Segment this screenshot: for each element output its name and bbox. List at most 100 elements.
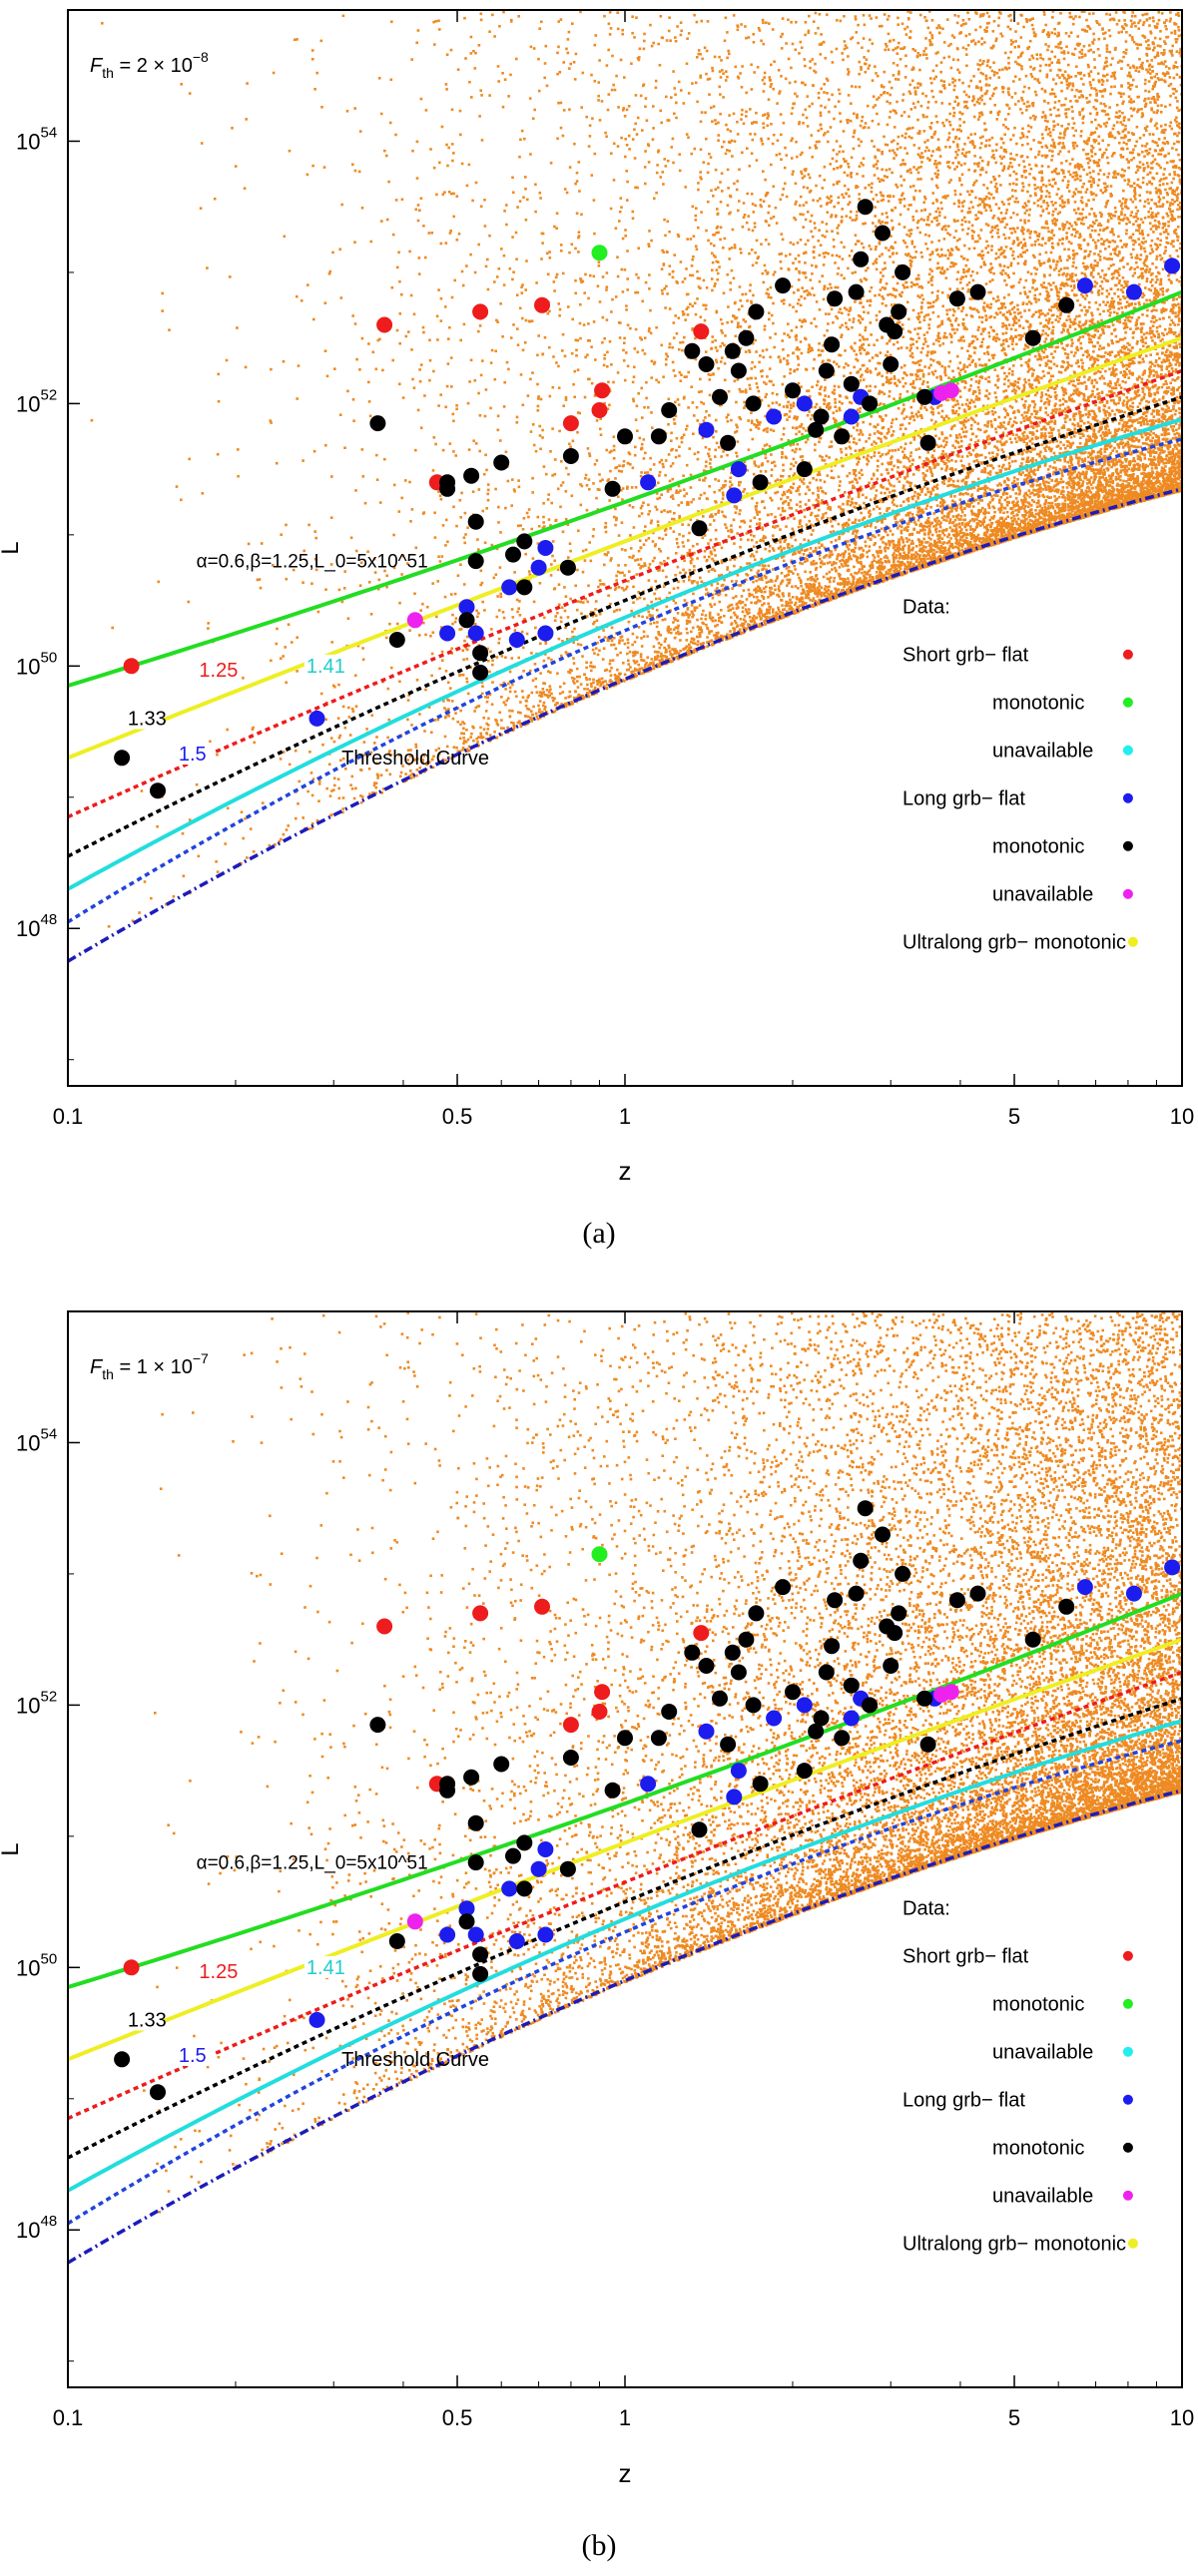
sim-point <box>684 277 687 280</box>
sim-point <box>593 320 596 323</box>
sim-point <box>396 266 399 269</box>
sim-point <box>1027 270 1030 273</box>
sim-point <box>886 169 889 172</box>
sim-point <box>860 66 863 69</box>
sim-point <box>956 59 959 62</box>
sim-point <box>1098 479 1101 482</box>
sim-point <box>647 513 650 516</box>
sim-point <box>1080 213 1083 216</box>
sim-point <box>1095 220 1098 223</box>
sim-point <box>618 639 621 642</box>
sim-point <box>921 383 924 386</box>
sim-point <box>435 616 438 619</box>
sim-point <box>909 256 912 258</box>
sim-point <box>1114 428 1117 431</box>
sim-point <box>472 490 475 493</box>
sim-point <box>993 74 996 77</box>
sim-point <box>176 485 179 488</box>
sim-point <box>1064 421 1067 424</box>
sim-point <box>959 361 962 364</box>
sim-point <box>1072 380 1075 383</box>
sim-point <box>624 156 627 159</box>
sim-point <box>590 345 593 348</box>
sim-point <box>634 291 637 294</box>
sim-point <box>1130 159 1133 162</box>
sim-point <box>1008 107 1011 110</box>
sim-point <box>780 36 783 39</box>
sim-point <box>569 542 572 545</box>
sim-point <box>948 252 951 255</box>
sim-point <box>101 22 104 25</box>
sim-point <box>463 640 466 643</box>
sim-point <box>726 568 729 571</box>
sim-point <box>888 249 891 252</box>
sim-point <box>1108 136 1111 139</box>
sim-point <box>900 185 903 188</box>
sim-point <box>1042 370 1045 373</box>
sim-point <box>816 384 819 387</box>
sim-point <box>1054 318 1057 321</box>
sim-point <box>1012 348 1015 351</box>
sim-point <box>934 173 937 176</box>
sim-point <box>810 231 813 234</box>
sim-point <box>917 447 920 450</box>
sim-point <box>1155 275 1158 278</box>
sim-point <box>626 144 629 147</box>
sim-point <box>873 508 876 511</box>
sim-point <box>946 268 949 271</box>
sim-point <box>1008 465 1011 468</box>
sim-point <box>1137 421 1140 424</box>
sim-point <box>449 230 452 233</box>
sim-point <box>857 42 860 45</box>
sim-point <box>397 252 400 255</box>
sim-point <box>693 565 696 568</box>
sim-point <box>180 499 183 502</box>
sim-point <box>791 545 794 548</box>
sim-point <box>912 185 915 188</box>
sim-point <box>803 478 806 481</box>
sim-point <box>995 431 998 434</box>
sim-point <box>1147 216 1150 219</box>
sim-point <box>949 124 952 127</box>
sim-point <box>161 292 164 295</box>
sim-point <box>1038 259 1041 262</box>
sim-point <box>831 230 834 233</box>
sim-point <box>997 256 1000 258</box>
sim-point <box>941 28 944 31</box>
sim-point <box>504 78 507 81</box>
sim-point <box>928 258 931 261</box>
sim-point <box>1154 159 1157 162</box>
sim-point <box>1143 248 1146 251</box>
sim-point <box>916 82 919 85</box>
sim-point <box>1050 288 1053 291</box>
sim-point <box>920 218 923 221</box>
sim-point <box>829 581 832 584</box>
sim-point <box>1045 76 1048 79</box>
sim-point <box>595 600 598 603</box>
sim-point <box>935 217 938 220</box>
sim-point <box>1127 348 1130 351</box>
sim-point <box>389 122 392 125</box>
sim-point <box>647 471 650 474</box>
sim-point <box>943 57 946 60</box>
sim-point <box>852 219 855 222</box>
sim-point <box>765 21 768 24</box>
sim-point <box>626 109 629 112</box>
sim-point <box>831 476 834 479</box>
plot-area <box>68 10 1185 961</box>
sim-point <box>714 513 717 516</box>
sim-point <box>491 349 494 352</box>
sim-point <box>978 389 981 392</box>
sim-point <box>618 534 621 537</box>
sim-point <box>705 588 708 591</box>
sim-point <box>1138 316 1141 319</box>
sim-point <box>610 208 613 211</box>
sim-point <box>711 335 714 338</box>
sim-point <box>1117 288 1120 291</box>
sim-point <box>658 642 661 645</box>
sim-point <box>1163 132 1166 135</box>
sim-point <box>1012 324 1015 327</box>
sim-point <box>507 683 510 686</box>
sim-point <box>545 473 548 476</box>
sim-point <box>802 597 805 600</box>
